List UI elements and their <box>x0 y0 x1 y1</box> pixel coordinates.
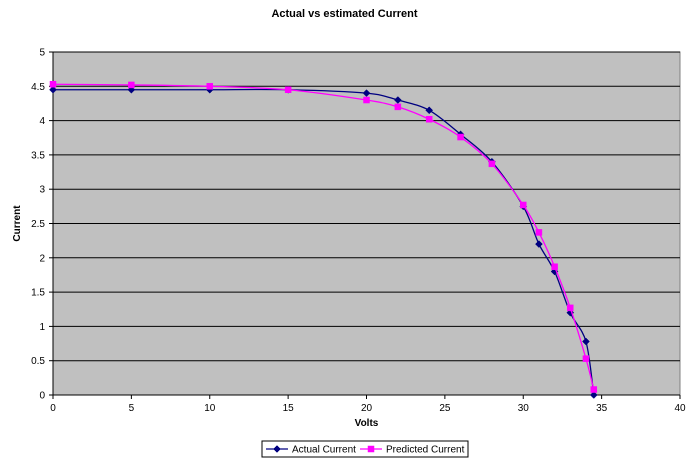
y-tick-label: 2 <box>39 253 45 264</box>
series-1 <box>49 85 598 399</box>
data-point <box>393 96 402 104</box>
x-tick-label: 35 <box>596 403 608 414</box>
data-point <box>535 229 543 236</box>
y-tick-label: 4.5 <box>31 82 45 93</box>
x-tick-label: 40 <box>674 403 686 414</box>
legend: Actual Current Predicted Current <box>261 440 469 458</box>
legend-label: Predicted Current <box>386 445 465 456</box>
series-2 <box>49 80 598 393</box>
data-point <box>567 304 574 312</box>
data-point <box>284 86 292 93</box>
y-tick-label: 4 <box>39 116 45 127</box>
y-tick-label: 3 <box>39 185 45 196</box>
y-tick-label: 3.5 <box>31 150 45 161</box>
data-point <box>394 103 402 111</box>
data-point <box>488 160 496 168</box>
legend-marker <box>367 445 375 453</box>
data-point <box>590 386 598 393</box>
data-point <box>49 85 57 94</box>
data-point <box>535 240 543 248</box>
data-point <box>128 81 135 89</box>
legend-label: Actual Current <box>292 445 356 456</box>
legend-item: Predicted Current <box>360 445 465 456</box>
x-tick-label: 30 <box>518 403 530 414</box>
y-tick-label: 5 <box>39 48 45 59</box>
grid-lines <box>53 51 680 362</box>
data-point <box>363 96 370 104</box>
y-axis-title: Current <box>12 205 23 242</box>
x-tick-label: 5 <box>129 403 135 414</box>
axes <box>49 51 681 399</box>
y-tick-label: 1 <box>39 322 45 333</box>
data-point <box>589 391 598 399</box>
data-point <box>582 337 590 346</box>
data-point <box>582 355 590 362</box>
x-tick-label: 10 <box>204 403 216 414</box>
data-point <box>425 115 433 123</box>
data-point <box>520 201 527 209</box>
chart-title: Actual vs estimated Current <box>271 8 417 20</box>
y-tick-label: 0.5 <box>31 356 45 367</box>
x-tick-label: 20 <box>361 403 373 414</box>
y-tick-label: 2.5 <box>31 219 45 230</box>
tick-labels: 0 5 10 15 20 25 30 35 40 0 0.5 1 1.5 2 2.5 3 3.5 4 4.5 5 <box>31 48 686 415</box>
data-point <box>551 263 558 270</box>
data-point <box>425 106 434 115</box>
series-layer <box>49 80 598 399</box>
legend-marker <box>273 445 281 453</box>
y-tick-label: 0 <box>39 391 45 402</box>
x-tick-label: 15 <box>283 403 295 414</box>
x-tick-label: 25 <box>439 403 451 414</box>
y-tick-label: 1.5 <box>31 288 45 299</box>
data-point <box>457 133 464 141</box>
data-point <box>49 80 57 88</box>
data-point <box>206 83 213 90</box>
x-tick-label: 0 <box>50 403 56 414</box>
data-point <box>362 89 371 98</box>
series-line <box>52 88 595 396</box>
legend-item: Actual Current <box>266 445 356 456</box>
series-line <box>52 83 595 390</box>
x-axis-title: Volts <box>355 418 379 429</box>
